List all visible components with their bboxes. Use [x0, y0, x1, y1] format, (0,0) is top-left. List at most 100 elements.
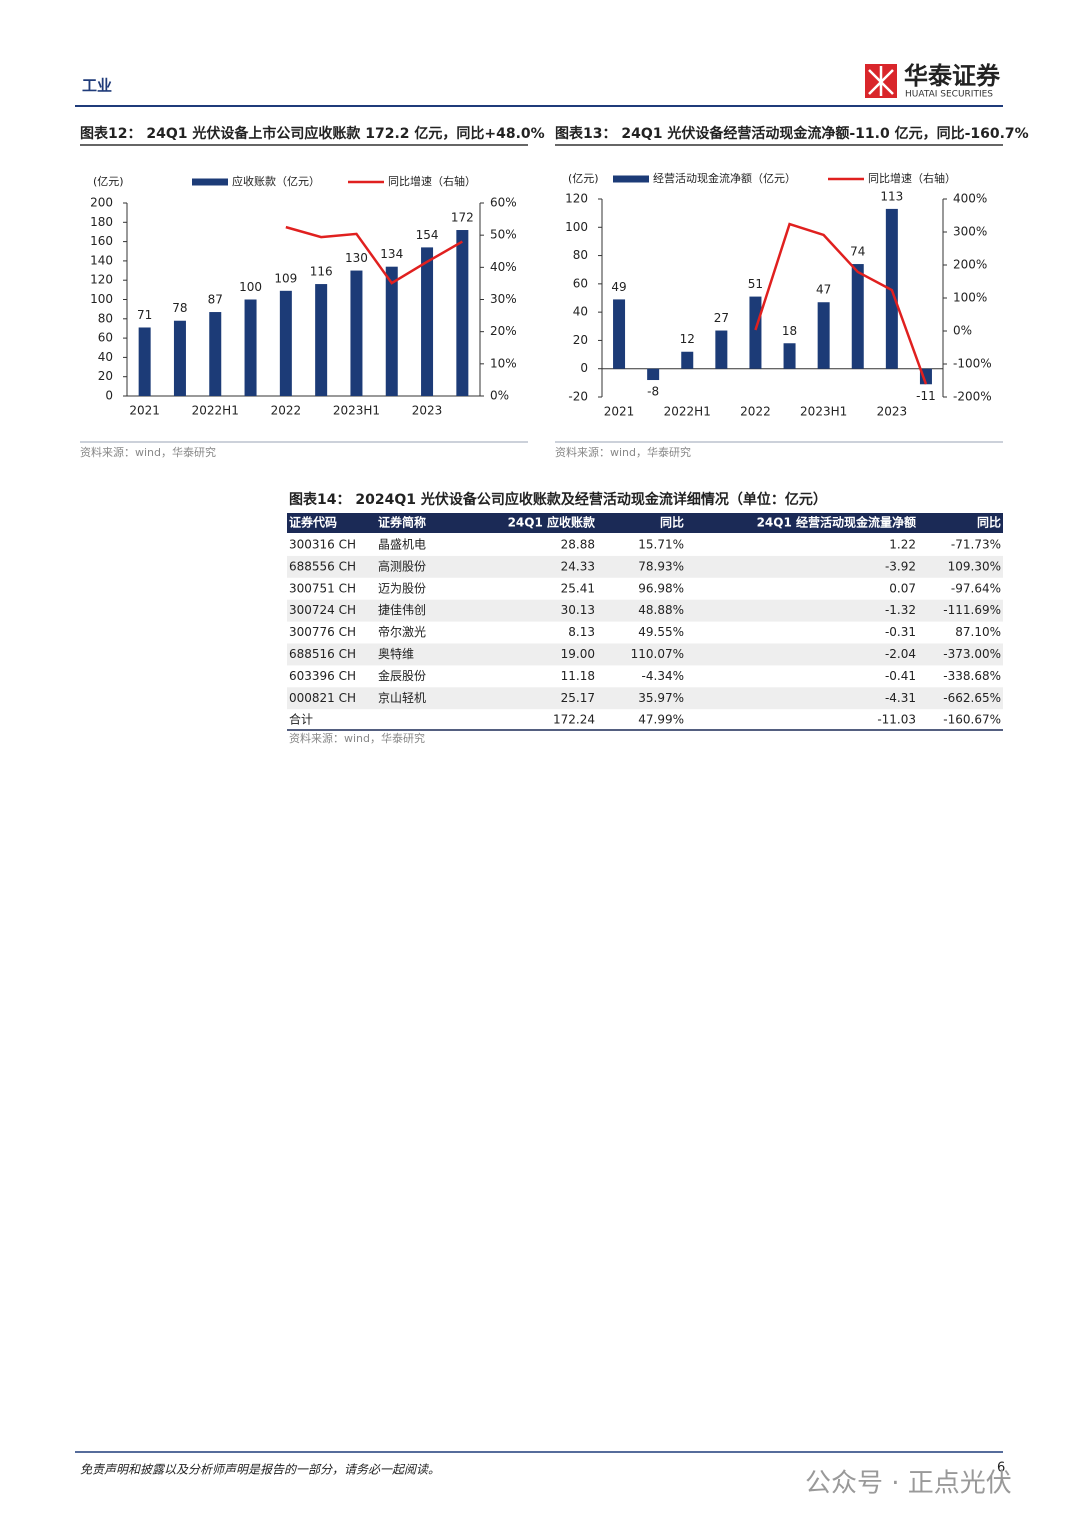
table-cell: 109.30% — [948, 559, 1001, 573]
disclaimer: 免责声明和披露以及分析师声明是报告的一部分，请务必一起阅读。 — [80, 1463, 440, 1477]
bar — [315, 284, 328, 396]
y-tick-label: 160 — [90, 234, 113, 248]
table-cell: 000821 CH — [289, 691, 356, 705]
y2-tick-label: -100% — [953, 357, 992, 371]
x-tick-label: 2023H1 — [800, 405, 847, 419]
y-tick-label: 20 — [98, 369, 113, 383]
y2-tick-label: -200% — [953, 390, 992, 404]
y2-tick-label: 40% — [490, 260, 517, 274]
section-title: 工业 — [82, 77, 112, 95]
page-number: 6 — [997, 1461, 1005, 1476]
bar — [817, 302, 830, 369]
x-tick-label: 2023 — [412, 404, 443, 418]
table-header-cell: 同比 — [660, 515, 684, 530]
table-cell: 1.22 — [889, 538, 916, 552]
table-cell: -11.03 — [877, 713, 916, 727]
legend-label: 同比增速（右轴） — [388, 174, 476, 188]
table-cell: 48.88% — [638, 603, 684, 617]
y-tick-label: 100 — [90, 292, 113, 306]
table-cell: 19.00 — [561, 647, 595, 661]
y2-tick-label: 0% — [953, 324, 972, 338]
y-unit: (亿元) — [568, 172, 599, 185]
y-tick-label: 60 — [98, 331, 113, 345]
bar-label: 27 — [714, 311, 729, 325]
y-tick-label: 140 — [90, 253, 113, 267]
table-source: 资料来源：wind，华泰研究 — [289, 731, 425, 745]
legend-label: 同比增速（右轴） — [868, 171, 956, 185]
chart-title: 图表12： 24Q1 光伏设备上市公司应收账款 172.2 亿元，同比+48.0… — [80, 125, 545, 142]
table-cell: 11.18 — [561, 669, 595, 683]
x-tick-label: 2023 — [877, 405, 908, 419]
bar-label: 109 — [274, 271, 297, 285]
table-cell: 96.98% — [638, 581, 684, 595]
table-cell: -0.31 — [885, 625, 916, 639]
table-cell: 京山轻机 — [378, 691, 426, 705]
bar-label: 18 — [782, 324, 797, 338]
x-tick-label: 2022 — [740, 405, 771, 419]
table-header-bg — [287, 513, 1003, 533]
y-tick-label: 80 — [98, 311, 113, 325]
legend-label: 应收账款（亿元） — [232, 174, 320, 188]
x-tick-label: 2022H1 — [664, 405, 711, 419]
line-series — [754, 222, 928, 385]
table-cell: 28.88 — [561, 538, 595, 552]
y2-tick-label: 200% — [953, 258, 987, 272]
y-tick-label: 60 — [573, 276, 588, 290]
bar-label: 100 — [239, 280, 262, 294]
line-series — [285, 225, 463, 285]
legend-label: 经营活动现金流净额（亿元） — [653, 171, 796, 185]
bar-label: 130 — [345, 251, 368, 265]
table-cell: 30.13 — [561, 603, 595, 617]
table-cell: 300724 CH — [289, 603, 356, 617]
table-cell: -2.04 — [885, 647, 916, 661]
x-tick-label: 2021 — [129, 404, 160, 418]
table-cell: 晶盛机电 — [378, 537, 426, 552]
table-cell: 47.99% — [638, 713, 684, 727]
logo-icon — [865, 64, 897, 98]
x-tick-label: 2022H1 — [192, 404, 239, 418]
y-tick-label: 40 — [573, 305, 588, 319]
legend-swatch — [192, 178, 228, 186]
watermark: 公众号 · 正点光伏 — [805, 1469, 1012, 1499]
row-shade — [287, 687, 1003, 710]
table-cell: 高测股份 — [378, 558, 426, 573]
table-cell: -160.67% — [943, 713, 1001, 727]
bar-label: 47 — [816, 283, 831, 297]
row-shade — [287, 599, 1003, 622]
row-shade — [287, 555, 1003, 578]
table-cell: -0.41 — [885, 669, 916, 683]
table-cell: 300316 CH — [289, 538, 356, 552]
y-tick-label: 20 — [573, 333, 588, 347]
table-cell: -338.68% — [943, 669, 1001, 683]
source: 资料来源：wind，华泰研究 — [80, 445, 216, 459]
y-tick-label: 40 — [98, 350, 113, 364]
bar-label: 51 — [748, 277, 763, 291]
legend-swatch — [613, 175, 649, 183]
table-cell: 金辰股份 — [378, 668, 426, 683]
table-cell: 688556 CH — [289, 559, 356, 573]
bar — [851, 264, 864, 369]
table-cell: 300776 CH — [289, 625, 356, 639]
y-tick-label: 120 — [90, 273, 113, 287]
y2-tick-label: 100% — [953, 291, 987, 305]
x-tick-label: 2023H1 — [333, 404, 380, 418]
bar — [244, 299, 257, 396]
x-tick-label: 2022 — [271, 404, 302, 418]
y-tick-label: -20 — [568, 390, 588, 404]
table-header-cell: 24Q1 应收账款 — [508, 515, 596, 530]
y2-tick-label: 10% — [490, 356, 517, 370]
table-header-cell: 24Q1 经营活动现金流量净额 — [757, 515, 916, 530]
bar-label: 113 — [880, 189, 903, 203]
bar — [456, 230, 469, 396]
table-cell: 35.97% — [638, 691, 684, 705]
y-tick-label: 180 — [90, 215, 113, 229]
bar-label: 134 — [380, 247, 403, 261]
table-cell: 78.93% — [638, 559, 684, 573]
table-cell: 8.13 — [568, 625, 595, 639]
row-shade — [287, 643, 1003, 666]
bar-label: 12 — [680, 332, 695, 346]
table-cell: 603396 CH — [289, 669, 356, 683]
bar — [279, 290, 292, 396]
table-cell: 奥特维 — [378, 646, 414, 661]
